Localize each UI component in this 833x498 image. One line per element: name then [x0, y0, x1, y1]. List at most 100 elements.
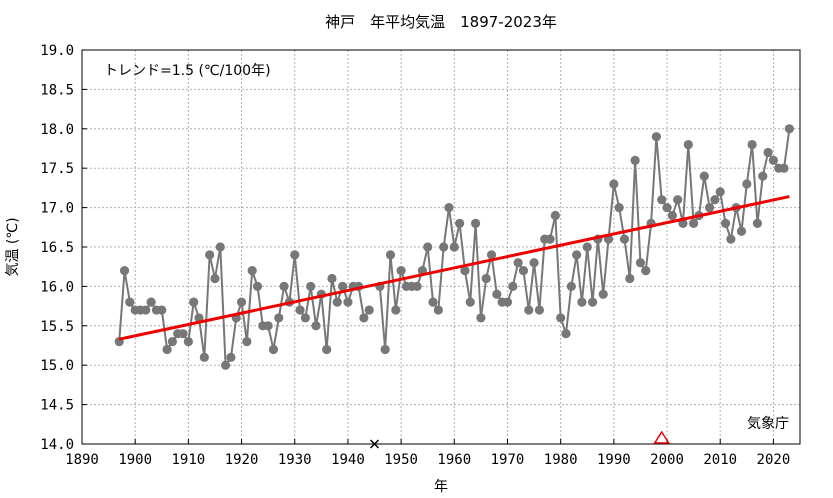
series-segment [602, 239, 610, 295]
series-segment [533, 262, 541, 311]
series-segment [644, 223, 653, 271]
x-tick-label: 1970 [491, 452, 525, 468]
x-tick-label: 1980 [544, 452, 578, 468]
data-point [561, 329, 571, 339]
data-point [572, 250, 582, 260]
data-point [763, 147, 773, 158]
data-point [598, 289, 608, 299]
data-point [657, 195, 667, 205]
series-segment [570, 254, 578, 287]
data-point [311, 321, 321, 331]
x-tick-label: 1900 [118, 452, 152, 468]
series-segment [719, 191, 727, 224]
y-tick-label: 16.0 [40, 279, 74, 295]
data-point [433, 305, 443, 315]
data-point [699, 171, 709, 181]
series-segment [229, 317, 238, 358]
data-point [508, 281, 518, 291]
series-segment [187, 302, 195, 342]
data-point [391, 305, 401, 315]
data-point [327, 273, 337, 284]
data-point [683, 139, 693, 150]
series-segment [442, 207, 450, 248]
series-segment [304, 286, 312, 319]
data-point [274, 313, 284, 323]
series-segment [564, 286, 573, 334]
data-point [465, 297, 475, 307]
x-tick-label: 1890 [65, 452, 99, 468]
series-segment [751, 144, 759, 224]
data-point [726, 234, 736, 244]
trend-annotation: トレンド=1.5 (℃/100年) [104, 63, 271, 79]
data-point [651, 132, 662, 142]
y-tick-label: 15.0 [40, 358, 74, 374]
data-point [322, 344, 332, 355]
series-segment [580, 246, 589, 303]
series-segment [607, 183, 615, 240]
data-point [332, 297, 342, 307]
data-point [226, 352, 236, 362]
data-point [295, 305, 305, 315]
series-segment [123, 270, 131, 303]
series-segment [320, 294, 328, 350]
y-axis-label: 気温 (℃) [5, 217, 21, 276]
data-point [385, 250, 396, 260]
series-segment [256, 286, 264, 326]
data-point [236, 297, 247, 307]
series-segment [729, 207, 738, 240]
x-axis: 1890 1900 1910 1920 1930 1940 1950 1960 1970 1980… [65, 439, 790, 468]
series-segment [538, 239, 546, 311]
data-point [720, 218, 731, 228]
series-segment [681, 144, 690, 224]
series-segment [240, 302, 248, 342]
data-point [758, 171, 768, 181]
y-tick-label: 17.0 [40, 201, 74, 217]
series-segment [447, 207, 456, 248]
data-point [290, 250, 300, 260]
markers [369, 430, 671, 449]
series-segment [213, 246, 222, 279]
series-segment [325, 278, 333, 350]
chart-title: 神戸 年平均気温 1897-2023年 [325, 13, 557, 31]
data-point [587, 297, 598, 307]
data-point [157, 305, 167, 315]
grid [81, 49, 800, 445]
trend [118, 195, 790, 341]
data-point [470, 218, 481, 228]
data-point [119, 266, 130, 276]
data-point [529, 258, 539, 268]
data-point [247, 266, 257, 276]
data-point [396, 266, 406, 276]
data-point [486, 250, 497, 260]
data-point [704, 203, 715, 213]
data-point [210, 273, 220, 284]
series-segment [783, 128, 791, 169]
series-segment [697, 175, 706, 216]
data-point [183, 336, 193, 347]
data-point [673, 195, 683, 205]
x-tick-label: 2020 [757, 452, 791, 468]
data-point [279, 281, 289, 291]
data-point [300, 313, 310, 323]
series-segment [586, 246, 594, 303]
data-point [667, 210, 677, 221]
data-point [518, 266, 529, 276]
y-tick-label: 18.0 [40, 122, 74, 138]
series-segment [394, 270, 403, 311]
data-point [412, 281, 422, 291]
data-point [635, 258, 646, 268]
data-point [556, 313, 566, 323]
data-point [715, 187, 725, 197]
data-point [306, 281, 316, 291]
y-tick-label: 15.5 [40, 319, 74, 335]
series-segment [474, 223, 482, 318]
data-point [784, 124, 794, 134]
series-segment [219, 246, 227, 366]
data-point [577, 297, 587, 307]
series-segment [437, 246, 445, 311]
data-point [460, 266, 470, 276]
data-point [364, 305, 374, 315]
series-segment [288, 254, 296, 303]
data-point [215, 242, 225, 252]
x-axis-label: 年 [434, 479, 448, 495]
